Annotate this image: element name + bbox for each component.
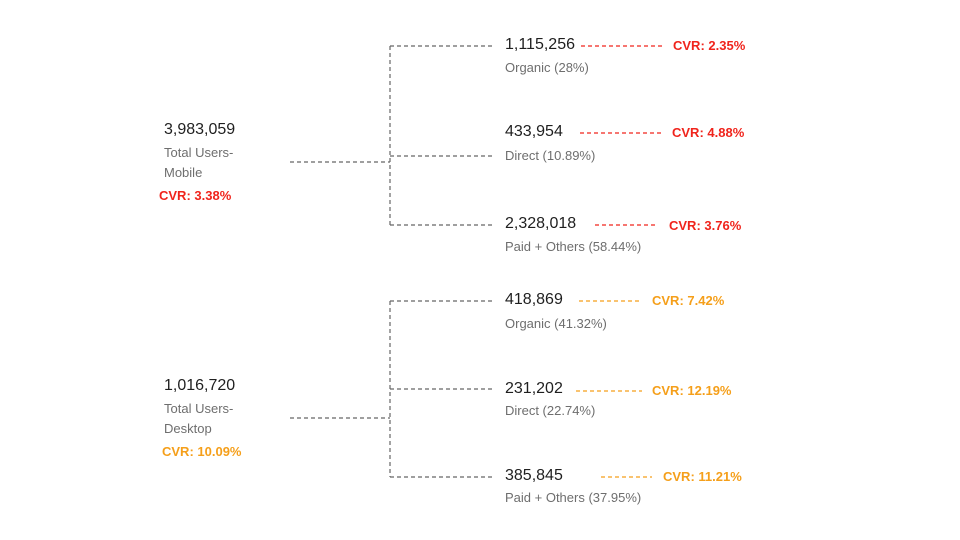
mobile-total-cvr: CVR: 3.38% [159, 188, 232, 203]
mobile-direct-value: 433,954 [505, 123, 563, 140]
desktop-organic-label: Organic (41.32%) [505, 316, 607, 331]
desktop-organic-cvr: CVR: 7.42% [652, 293, 725, 308]
mobile-direct-cvr: CVR: 4.88% [672, 125, 745, 140]
desktop-total-cvr: CVR: 10.09% [162, 444, 242, 459]
mobile-direct-label: Direct (10.89%) [505, 148, 596, 163]
mobile-paid-value: 2,328,018 [505, 215, 577, 232]
desktop-paid-value: 385,845 [505, 467, 563, 484]
desktop-direct-value: 231,202 [505, 380, 563, 397]
desktop-organic-value: 418,869 [505, 291, 563, 308]
mobile-paid-cvr: CVR: 3.76% [669, 218, 742, 233]
mobile-total-label-line2: Mobile [164, 165, 203, 180]
desktop-direct-cvr: CVR: 12.19% [652, 383, 732, 398]
mobile-organic-value: 1,115,256 [505, 36, 575, 53]
mobile-organic-cvr: CVR: 2.35% [673, 38, 746, 53]
desktop-total-label-line2: Desktop [164, 421, 212, 436]
mobile-total-value: 3,983,059 [164, 121, 236, 138]
desktop-paid-cvr: CVR: 11.21% [663, 469, 742, 484]
mobile-paid-label: Paid + Others (58.44%) [505, 239, 642, 254]
desktop-total-label-line1: Total Users- [164, 401, 234, 416]
desktop-paid-label: Paid + Others (37.95%) [505, 490, 642, 505]
desktop-direct-label: Direct (22.74%) [505, 403, 596, 418]
desktop-total-value: 1,016,720 [164, 377, 236, 394]
mobile-total-label-line1: Total Users- [164, 145, 234, 160]
mobile-organic-label: Organic (28%) [505, 60, 589, 75]
